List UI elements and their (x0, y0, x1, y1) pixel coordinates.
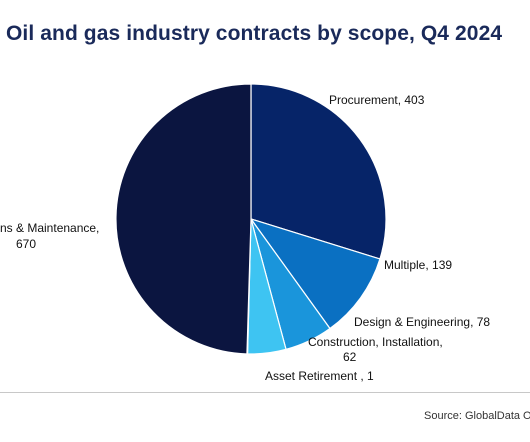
label-construction-installation: Construction, Installation, 62 (308, 335, 443, 364)
footer-divider (0, 392, 530, 393)
label-operations-maintenance: ns & Maintenance, 670 (0, 221, 99, 251)
slice-multiple (249, 217, 381, 330)
slice-procurement (250, 83, 387, 260)
chart-title: Oil and gas industry contracts by scope,… (6, 22, 503, 45)
label-design-engineering: Design & Engineering, 78 (354, 315, 490, 329)
slice-operations-maintenance (115, 83, 252, 355)
label-procurement: Procurement, 403 (329, 93, 425, 107)
label-asset-retirement: Asset Retirement , 1 (265, 369, 374, 383)
label-multiple: Multiple, 139 (384, 258, 452, 272)
source-note: Source: GlobalData Oil (424, 410, 530, 422)
